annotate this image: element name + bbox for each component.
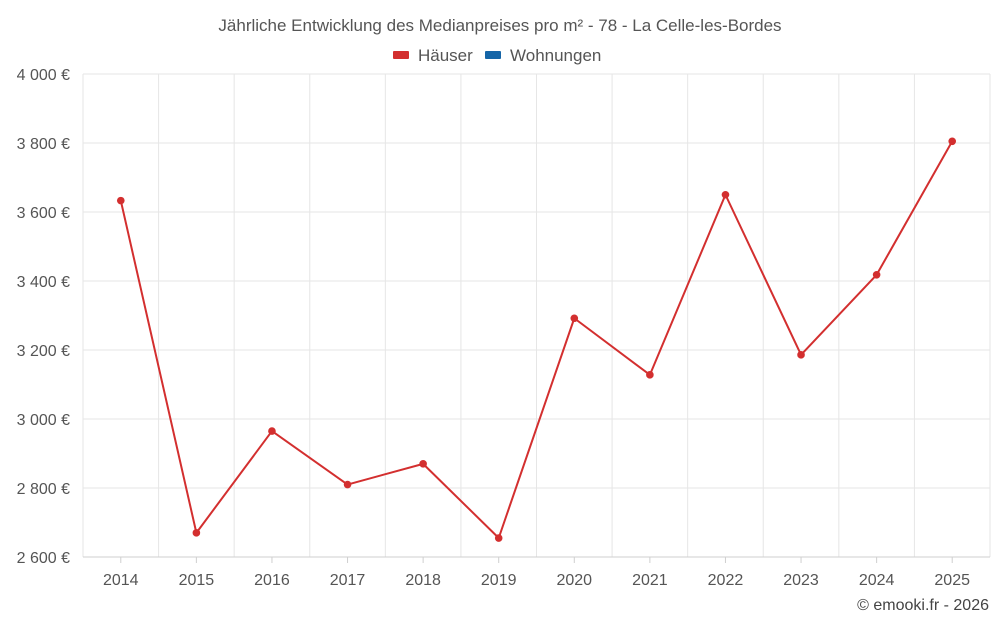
x-tick-label: 2014 xyxy=(103,572,139,589)
y-axis: 2 600 € 2 800 € 3 000 € 3 200 € 3 400 € 3 600… xyxy=(17,67,70,567)
x-tick-label: 2019 xyxy=(481,572,517,589)
legend-item-wohnungen[interactable]: Wohnungen xyxy=(485,46,601,65)
legend: Häuser Wohnungen xyxy=(393,46,601,65)
x-tick-label: 2017 xyxy=(330,572,366,589)
y-tick-label: 3 000 € xyxy=(17,412,70,429)
chart-title: Jährliche Entwicklung des Medianpreises … xyxy=(218,16,781,35)
data-point-2025[interactable] xyxy=(948,137,957,146)
legend-label-wohnungen: Wohnungen xyxy=(510,46,601,65)
data-point-2019[interactable] xyxy=(494,534,503,542)
data-point-2017[interactable] xyxy=(343,480,352,489)
credit-text: © emooki.fr - 2026 xyxy=(857,597,989,614)
data-point-2018[interactable] xyxy=(419,460,427,468)
data-point-2020[interactable] xyxy=(570,314,579,323)
grid xyxy=(82,73,991,558)
y-tick-label: 3 400 € xyxy=(17,274,70,291)
y-tick-label: 4 000 € xyxy=(17,67,70,84)
x-tick-label: 2020 xyxy=(556,572,592,589)
y-tick-label: 2 600 € xyxy=(17,550,70,567)
y-tick-label: 3 200 € xyxy=(17,343,70,360)
data-point-2024[interactable] xyxy=(872,270,881,279)
x-tick-label: 2021 xyxy=(632,572,668,589)
y-tick-label: 3 600 € xyxy=(17,205,70,222)
series-haeuser xyxy=(116,137,957,542)
legend-label-haeuser: Häuser xyxy=(418,46,473,65)
data-point-2021[interactable] xyxy=(646,371,654,379)
x-tick-label: 2016 xyxy=(254,572,290,589)
legend-swatch-haeuser xyxy=(393,51,409,59)
data-point-2023[interactable] xyxy=(797,351,805,359)
y-tick-label: 2 800 € xyxy=(17,481,70,498)
data-point-2015[interactable] xyxy=(192,529,201,537)
x-tick-label: 2025 xyxy=(934,572,970,589)
legend-swatch-wohnungen xyxy=(485,51,501,59)
x-tick-label: 2024 xyxy=(859,572,895,589)
legend-item-haeuser[interactable]: Häuser xyxy=(393,46,473,65)
y-tick-label: 3 800 € xyxy=(17,136,70,153)
data-point-2022[interactable] xyxy=(721,190,730,199)
data-point-2016[interactable] xyxy=(268,427,276,435)
x-tick-label: 2018 xyxy=(405,572,441,589)
data-point-2014[interactable] xyxy=(116,196,125,205)
x-tick-label: 2022 xyxy=(708,572,744,589)
x-tick-label: 2015 xyxy=(179,572,215,589)
x-axis: 2014 2015 2016 2017 2018 2019 2020 2021 2022 2023… xyxy=(83,556,990,589)
x-tick-label: 2023 xyxy=(783,572,819,589)
series-line-haeuser xyxy=(119,140,954,540)
